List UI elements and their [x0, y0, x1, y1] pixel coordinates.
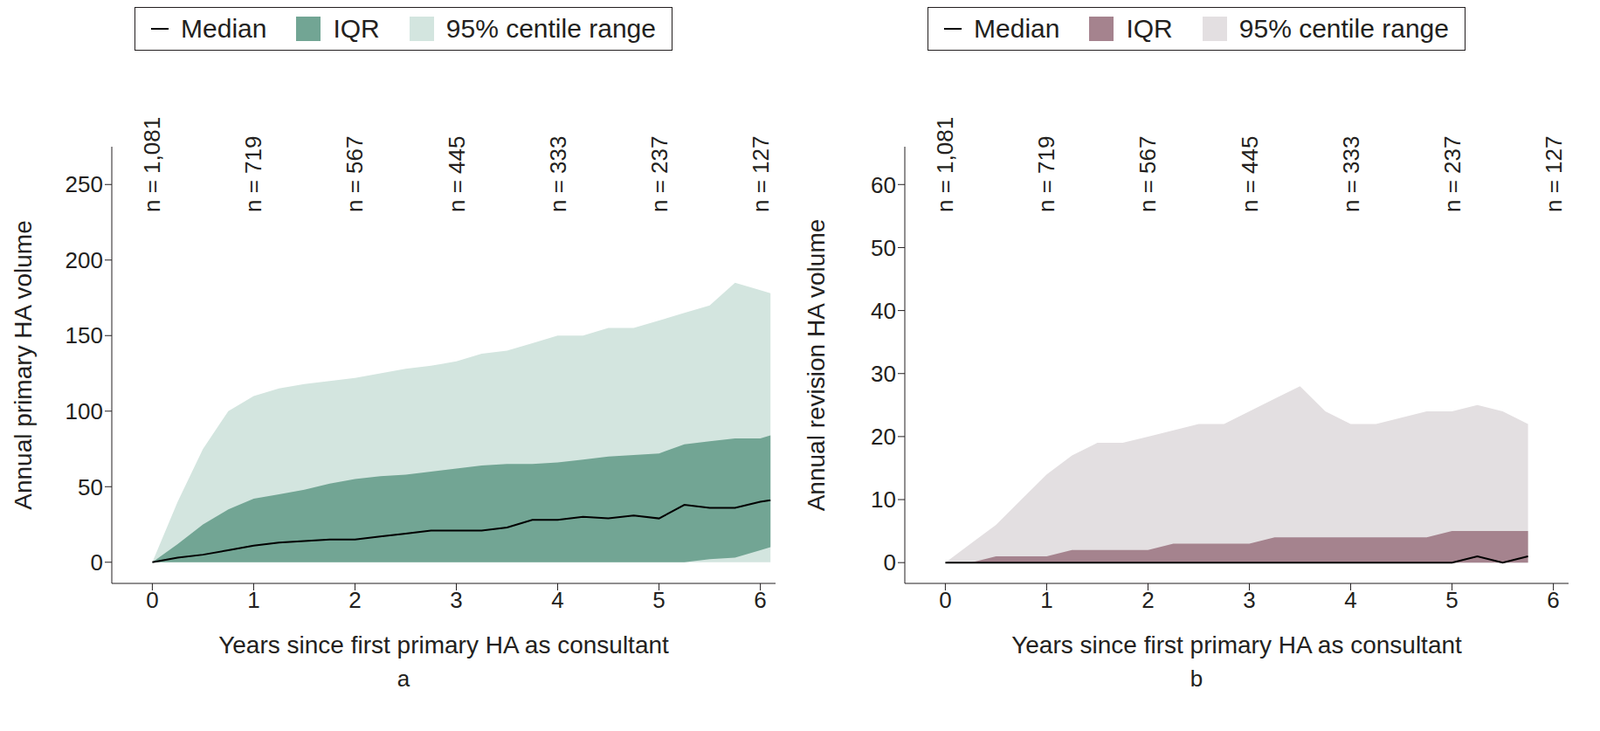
- html-text:IQR: IQR: [333, 13, 380, 43]
- svg-text:10: 10: [870, 486, 897, 513]
- svg-text:4: 4: [1344, 586, 1357, 614]
- svg-text:Annual revision HA volume: Annual revision HA volume: [802, 219, 830, 512]
- svg-text:3: 3: [449, 586, 463, 614]
- svg-text:n = 237: n = 237: [646, 136, 673, 213]
- svg-text:0: 0: [883, 549, 897, 576]
- svg-text:50: 50: [77, 474, 104, 501]
- html-text:95% centile range: 95% centile range: [446, 13, 656, 43]
- html-text:IQR: IQR: [1126, 13, 1173, 43]
- svg-text:n = 445: n = 445: [1236, 136, 1263, 213]
- svg-text:60: 60: [870, 172, 897, 199]
- svg-text:n = 567: n = 567: [1134, 136, 1161, 213]
- svg-text:0: 0: [90, 549, 104, 576]
- html-text:Median: Median: [973, 13, 1060, 43]
- svg-text:50: 50: [870, 234, 897, 262]
- html-text:b: b: [1190, 665, 1203, 692]
- svg-text:2: 2: [348, 586, 361, 614]
- svg-text:n = 1,081: n = 1,081: [931, 117, 959, 213]
- svg-text:6: 6: [1546, 586, 1559, 614]
- html-text:95% centile range: 95% centile range: [1239, 13, 1449, 43]
- svg-text:5: 5: [652, 586, 665, 614]
- svg-text:1: 1: [1040, 586, 1053, 614]
- svg-text:20: 20: [870, 423, 897, 450]
- svg-text:0: 0: [938, 586, 952, 614]
- svg-text:n = 333: n = 333: [544, 136, 572, 213]
- svg-text:6: 6: [753, 586, 766, 614]
- svg-text:Annual primary HA volume: Annual primary HA volume: [9, 220, 37, 510]
- svg-text:n = 1,081: n = 1,081: [138, 117, 166, 213]
- svg-text:2: 2: [1141, 586, 1154, 614]
- svg-text:0: 0: [145, 586, 159, 614]
- svg-text:3: 3: [1242, 586, 1256, 614]
- svg-text:n = 127: n = 127: [747, 136, 774, 213]
- svg-text:n = 719: n = 719: [1033, 136, 1060, 213]
- svg-text:n = 127: n = 127: [1540, 136, 1567, 213]
- html-text:Median: Median: [180, 13, 267, 43]
- svg-text:n = 567: n = 567: [341, 136, 368, 213]
- svg-text:Years since first primary HA a: Years since first primary HA as consulta…: [218, 631, 669, 659]
- svg-text:n = 333: n = 333: [1337, 136, 1365, 213]
- svg-text:1: 1: [247, 586, 260, 614]
- svg-text:4: 4: [551, 586, 564, 614]
- svg-text:40: 40: [870, 297, 897, 325]
- svg-text:5: 5: [1445, 586, 1458, 614]
- svg-text:n = 237: n = 237: [1439, 136, 1466, 213]
- html-text:a: a: [397, 665, 410, 692]
- svg-text:150: 150: [65, 322, 104, 349]
- svg-text:100: 100: [65, 398, 104, 425]
- svg-text:200: 200: [65, 247, 104, 274]
- svg-text:n = 445: n = 445: [443, 136, 470, 213]
- svg-text:250: 250: [65, 171, 104, 198]
- svg-text:n = 719: n = 719: [240, 136, 267, 213]
- svg-text:30: 30: [870, 360, 897, 387]
- svg-text:Years since first primary HA a: Years since first primary HA as consulta…: [1011, 631, 1463, 659]
